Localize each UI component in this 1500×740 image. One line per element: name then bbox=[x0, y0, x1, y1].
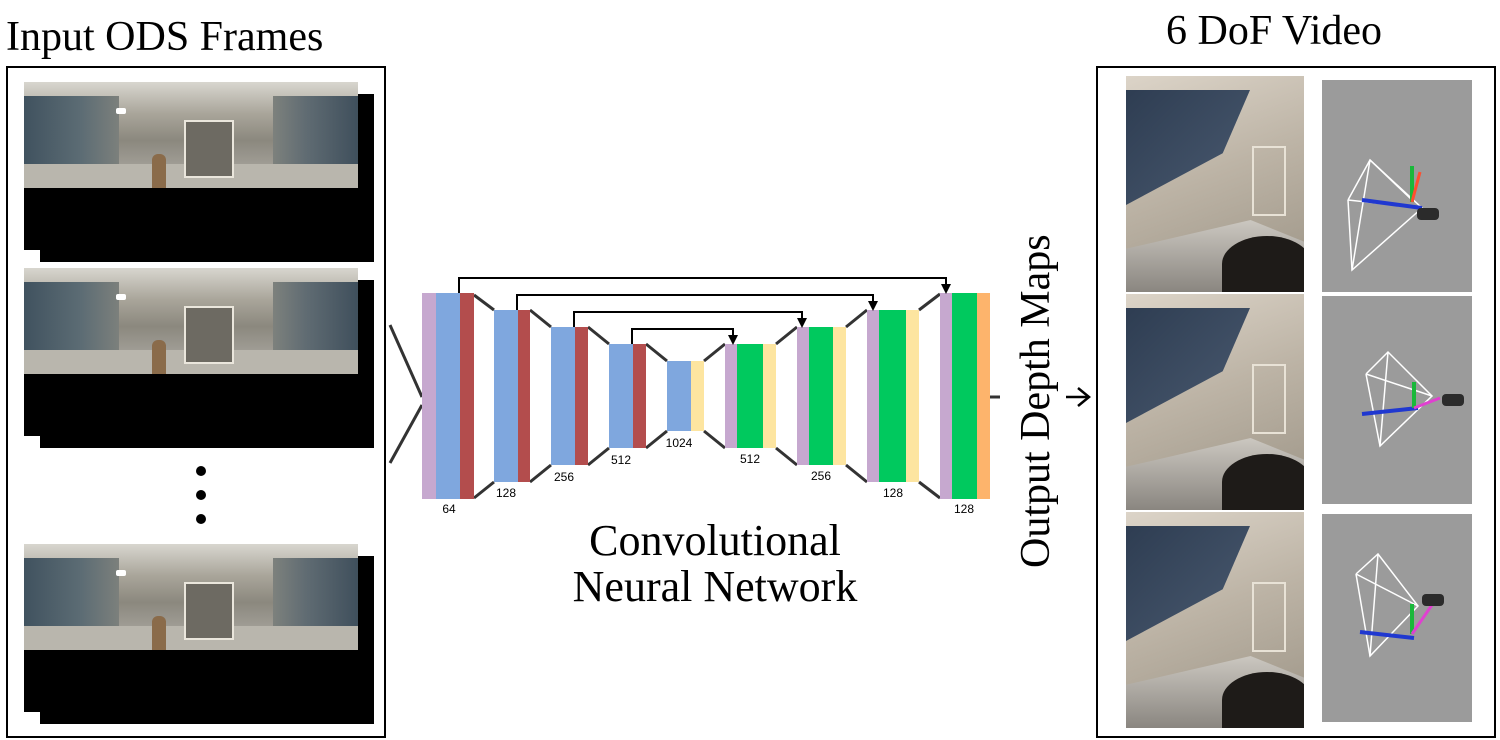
input-frame bbox=[24, 268, 374, 448]
cnn-caption-line2: Neural Network bbox=[572, 562, 858, 612]
cnn-layer-red bbox=[518, 310, 530, 482]
cnn-layer-red bbox=[460, 293, 474, 499]
channel-label: 128 bbox=[495, 486, 517, 500]
input-frames-title: Input ODS Frames bbox=[6, 14, 324, 60]
channel-label: 512 bbox=[739, 452, 761, 466]
pose-visualization bbox=[1322, 296, 1472, 504]
channel-label: 1024 bbox=[665, 436, 693, 450]
cnn-layer-red bbox=[575, 327, 588, 465]
output-depth-maps-label: Output Depth Maps bbox=[1013, 234, 1059, 568]
cnn-layer-red bbox=[633, 344, 646, 448]
video-frame bbox=[1126, 76, 1304, 292]
channel-label: 256 bbox=[810, 469, 832, 483]
pose-visualization bbox=[1322, 80, 1472, 292]
skip-connection bbox=[516, 294, 874, 310]
channel-label: 512 bbox=[610, 453, 632, 467]
skip-connection bbox=[631, 328, 734, 344]
channel-label: 256 bbox=[553, 470, 575, 484]
cnn-layer-purple bbox=[725, 344, 737, 448]
cnn-layer-blue bbox=[609, 344, 633, 448]
video-frame bbox=[1126, 294, 1304, 510]
channel-label: 64 bbox=[442, 502, 456, 516]
channel-label: 128 bbox=[882, 486, 904, 500]
cnn-layer-purple bbox=[940, 293, 952, 499]
cnn-layer-green bbox=[879, 310, 906, 482]
output-video-title: 6 DoF Video bbox=[1166, 8, 1383, 54]
cnn-layer-purple bbox=[797, 327, 809, 465]
cnn-caption: Convolutional Neural Network bbox=[505, 516, 925, 612]
cnn-layer-yellow bbox=[833, 327, 846, 465]
skip-connection bbox=[573, 311, 803, 327]
cnn-layer-yellow bbox=[691, 361, 704, 431]
cnn-caption-line1: Convolutional bbox=[589, 516, 841, 565]
ellipsis-dot bbox=[196, 490, 206, 500]
ellipsis-dot bbox=[196, 514, 206, 524]
cnn-layer-orange bbox=[977, 293, 990, 499]
input-frames-panel bbox=[6, 66, 386, 738]
cnn-layer-blue bbox=[436, 293, 460, 499]
channel-label: 128 bbox=[953, 502, 975, 516]
cnn-layer-blue bbox=[551, 327, 575, 465]
input-frame bbox=[24, 544, 374, 724]
cnn-layer-blue bbox=[494, 310, 518, 482]
skip-connection bbox=[458, 277, 947, 293]
pose-visualization bbox=[1322, 514, 1472, 722]
cnn-layer-green bbox=[737, 344, 763, 448]
cnn-layer-blue bbox=[667, 361, 691, 431]
cnn-layer-green bbox=[952, 293, 977, 499]
input-frame bbox=[24, 82, 374, 262]
cnn-layer-yellow bbox=[763, 344, 776, 448]
video-frame bbox=[1126, 512, 1304, 728]
output-video-panel bbox=[1096, 66, 1496, 738]
ellipsis-dot bbox=[196, 466, 206, 476]
cnn-layer-purple bbox=[422, 293, 436, 499]
cnn-layer-yellow bbox=[906, 310, 919, 482]
cnn-layer-green bbox=[809, 327, 833, 465]
cnn-layer-purple bbox=[867, 310, 879, 482]
